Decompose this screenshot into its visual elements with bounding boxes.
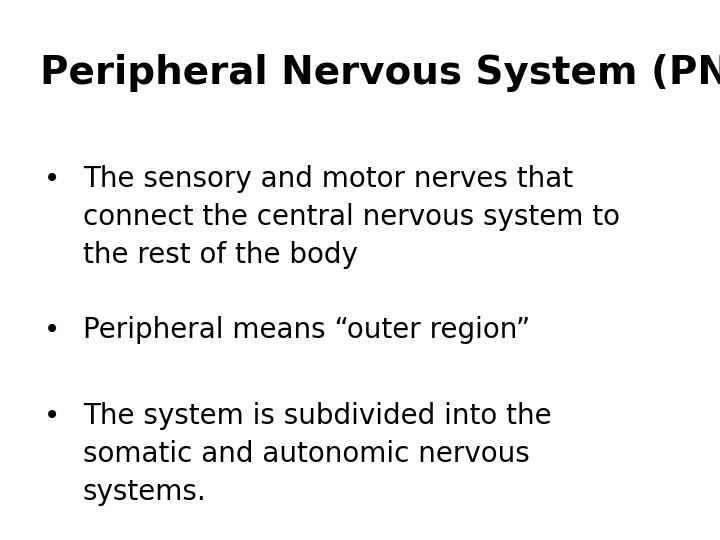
Text: The sensory and motor nerves that
connect the central nervous system to
the rest: The sensory and motor nerves that connec… <box>83 165 620 268</box>
Text: Peripheral Nervous System (PNS): Peripheral Nervous System (PNS) <box>40 54 720 92</box>
Text: •: • <box>44 165 60 193</box>
Text: •: • <box>44 402 60 430</box>
Text: •: • <box>44 316 60 344</box>
Text: Peripheral means “outer region”: Peripheral means “outer region” <box>83 316 530 344</box>
Text: The system is subdivided into the
somatic and autonomic nervous
systems.: The system is subdivided into the somati… <box>83 402 552 506</box>
